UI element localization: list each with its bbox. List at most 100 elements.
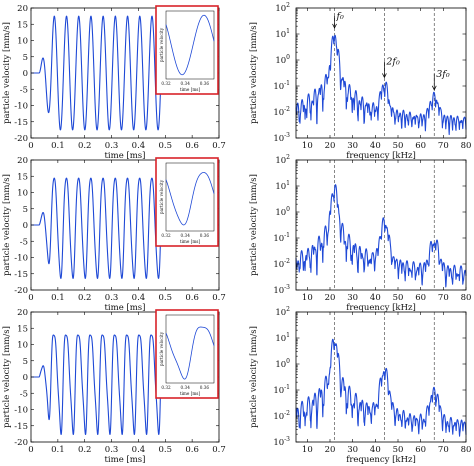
x-tick-label: 0.2 xyxy=(78,141,92,151)
x-tick-label: 0.5 xyxy=(159,141,173,151)
y-tick-exponent: -1 xyxy=(284,384,290,391)
y-tick-exponent: -3 xyxy=(284,436,290,443)
y-tick-base: 10 xyxy=(273,286,284,296)
y-tick-label: 5 xyxy=(23,205,28,215)
annotation-arrowhead xyxy=(382,73,387,79)
inset-x-tick-label: 0.36 xyxy=(200,385,210,390)
inset-x-tick-label: 0.32 xyxy=(161,233,171,238)
y-tick-label: 20 xyxy=(17,156,28,166)
y-tick-label: 20 xyxy=(17,308,28,318)
x-tick-label: 10 xyxy=(302,141,313,151)
annotation-arrowhead xyxy=(332,23,337,29)
y-tick-label: 102 xyxy=(275,154,290,166)
inset-x-tick-label: 0.32 xyxy=(161,81,171,86)
inset-signal-trace xyxy=(165,14,215,76)
y-tick-label: 10 xyxy=(17,189,28,199)
spectrum-trace xyxy=(295,184,467,288)
x-tick-label: 40 xyxy=(370,141,381,151)
x-tick-label: 80 xyxy=(461,293,472,303)
y-tick-base: 10 xyxy=(275,56,286,66)
y-tick-label: -5 xyxy=(20,85,28,95)
y-tick-label: 100 xyxy=(275,358,290,370)
x-tick-label: 0.5 xyxy=(159,293,173,303)
y-tick-label: 5 xyxy=(23,357,28,367)
y-tick-base: 10 xyxy=(275,334,286,344)
y-tick-base: 10 xyxy=(273,386,284,396)
inset-x-tick-label: 0.36 xyxy=(200,81,210,86)
y-tick-label: 10-2 xyxy=(273,106,290,118)
y-tick-label: 10-3 xyxy=(273,284,290,296)
x-tick-label: 50 xyxy=(393,445,404,455)
y-axis-label: particle velocity [mm/s] xyxy=(2,174,12,276)
time-panel-3: 0 0.1 0.2 0.3 0.4 0.5 0.6 0.7 20 15 10 5 0 -5 -10 -15 -2… xyxy=(2,308,226,465)
x-tick-label: 0.7 xyxy=(212,141,226,151)
inset-axes xyxy=(165,162,215,232)
x-tick-label: 30 xyxy=(347,141,358,151)
y-tick-label: 10-1 xyxy=(273,384,290,396)
y-tick-label: 15 xyxy=(17,20,28,30)
y-tick-label: 0 xyxy=(23,221,28,231)
x-tick-label: 0.7 xyxy=(212,445,226,455)
x-tick-label: 20 xyxy=(325,141,336,151)
y-tick-base: 10 xyxy=(275,308,286,318)
y-tick-label: 10 xyxy=(17,37,28,47)
y-tick-exponent: -1 xyxy=(284,232,290,239)
time-panel-1: 0 0.1 0.2 0.3 0.4 0.5 0.6 0.7 20 15 10 5 0 -5 -10 -15 -2… xyxy=(2,4,226,161)
y-tick-label: 100 xyxy=(275,206,290,218)
x-tick-label: 80 xyxy=(461,141,472,151)
y-axis-label: particle velocity [mm/s] xyxy=(249,22,259,124)
x-axis-label: frequency [kHz] xyxy=(346,303,416,313)
y-tick-label: 5 xyxy=(23,53,28,63)
y-tick-label: -15 xyxy=(14,118,28,128)
inset-y-label: particle velocity xyxy=(159,179,164,214)
y-tick-label: 102 xyxy=(275,306,290,318)
plot-frame xyxy=(295,311,467,443)
y-tick-exponent: 0 xyxy=(286,54,290,61)
y-tick-exponent: 2 xyxy=(286,306,290,313)
x-tick-label: 0.2 xyxy=(78,293,92,303)
y-tick-label: -20 xyxy=(14,134,28,144)
spectrum-panel-2: 10 20 30 40 50 60 70 8010210110010-110-210-3fre… xyxy=(249,154,471,313)
y-tick-label: 15 xyxy=(17,324,28,334)
y-tick-base: 10 xyxy=(275,360,286,370)
y-tick-base: 10 xyxy=(275,30,286,40)
x-tick-label: 0.3 xyxy=(105,293,119,303)
y-tick-exponent: -3 xyxy=(284,284,290,291)
x-tick-label: 0.1 xyxy=(51,293,65,303)
x-tick-label: 20 xyxy=(325,445,336,455)
harmonic-annotation: f₀ xyxy=(336,11,345,22)
inset-signal-trace xyxy=(165,172,215,226)
x-tick-label: 30 xyxy=(347,445,358,455)
inset-frame xyxy=(155,309,219,399)
y-tick-label: -5 xyxy=(20,389,28,399)
y-tick-base: 10 xyxy=(273,438,284,448)
x-tick-label: 0 xyxy=(28,293,33,303)
y-tick-label: 10-1 xyxy=(273,80,290,92)
y-tick-label: -15 xyxy=(14,422,28,432)
y-tick-base: 10 xyxy=(273,234,284,244)
x-tick-label: 10 xyxy=(302,445,313,455)
x-tick-label: 60 xyxy=(415,293,426,303)
inset-x-tick-label: 0.34 xyxy=(181,81,191,86)
y-tick-label: 10-2 xyxy=(273,258,290,270)
x-tick-label: 70 xyxy=(438,445,449,455)
y-tick-label: -10 xyxy=(14,102,28,112)
y-tick-base: 10 xyxy=(275,208,286,218)
x-tick-label: 70 xyxy=(438,141,449,151)
y-tick-label: -10 xyxy=(14,406,28,416)
x-tick-label: 0.1 xyxy=(51,141,65,151)
y-tick-label: 10-3 xyxy=(273,132,290,144)
x-tick-label: 60 xyxy=(415,445,426,455)
x-tick-label: 0.3 xyxy=(105,445,119,455)
y-tick-label: 100 xyxy=(275,54,290,66)
inset-axes xyxy=(165,314,215,384)
inset-x-label: time [ms] xyxy=(180,239,201,244)
x-tick-label: 60 xyxy=(415,141,426,151)
x-tick-label: 0.4 xyxy=(132,293,146,303)
y-tick-label: 102 xyxy=(275,2,290,14)
y-axis-label: particle velocity [mm/s] xyxy=(2,326,12,428)
y-tick-exponent: 1 xyxy=(286,332,290,339)
y-tick-exponent: -2 xyxy=(284,106,290,113)
